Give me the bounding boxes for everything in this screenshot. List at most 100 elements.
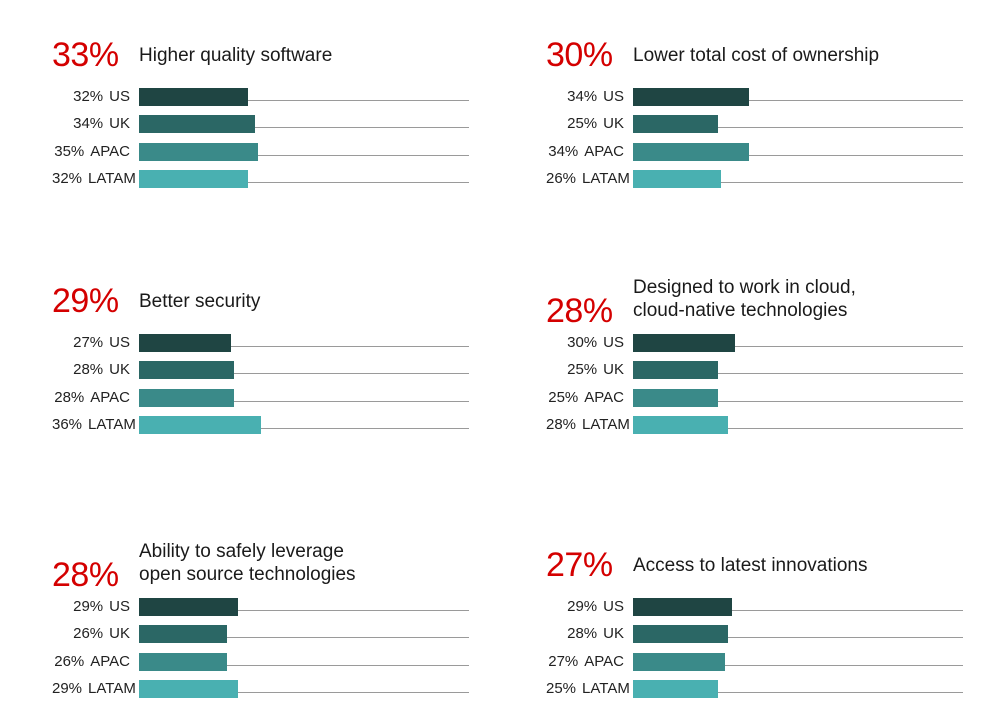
bar-latam xyxy=(139,169,248,188)
headline-percentage: 28% xyxy=(52,556,119,594)
bar-label: 25% LATAM xyxy=(546,680,630,698)
category-label: APAC xyxy=(90,388,130,406)
chart-title: Lower total cost of ownership xyxy=(633,45,880,66)
bar-baseline xyxy=(633,610,963,611)
headline-percentage: 33% xyxy=(52,36,119,74)
bar-label: 34% US xyxy=(546,88,624,106)
bar-label: 29% LATAM xyxy=(52,680,136,698)
bar-row-uk: 34% UK xyxy=(52,115,472,134)
bar-baseline xyxy=(139,427,469,429)
category-label: US xyxy=(603,88,624,105)
data-label: 34% xyxy=(548,142,579,160)
category-label: UK xyxy=(603,361,624,379)
bar-label: 28% LATAM xyxy=(546,415,630,434)
bar-row-us: 27% US xyxy=(52,334,472,352)
bar-row-us: 29% US xyxy=(52,598,472,616)
data-label: 29% xyxy=(73,598,104,615)
bar-us xyxy=(139,598,238,616)
bar-label: 36% LATAM xyxy=(52,415,136,434)
bar-row-latam: 32% LATAM xyxy=(52,169,472,188)
bar-latam xyxy=(633,169,722,188)
bar-latam xyxy=(633,679,718,698)
bar-baseline xyxy=(633,691,963,693)
chart-panel-4: 28% Designed to work in cloud, cloud-nativ… xyxy=(546,277,966,462)
bar-baseline xyxy=(139,637,469,639)
bar-baseline xyxy=(139,373,469,375)
category-label: LATAM xyxy=(88,679,136,697)
data-label: 34% xyxy=(567,88,598,105)
data-label: 25% xyxy=(548,388,579,406)
data-label: 28% xyxy=(73,361,104,379)
bar-row-apac: 28% APAC xyxy=(52,388,472,407)
bar-label: 32% US xyxy=(52,88,130,106)
data-label: 28% xyxy=(546,415,577,433)
bar-row-latam: 28% LATAM xyxy=(546,415,966,434)
bar-baseline xyxy=(139,154,469,156)
bar-baseline xyxy=(633,127,963,129)
bar-label: 29% US xyxy=(52,598,130,616)
bar-row-apac: 26% APAC xyxy=(52,652,472,671)
bar-row-latam: 29% LATAM xyxy=(52,679,472,698)
bar-label: 25% APAC xyxy=(546,389,624,407)
bar-baseline xyxy=(139,400,469,402)
chart-panel-1: 33% Higher quality software 32% US 34% UK 35% A… xyxy=(52,36,472,216)
bar-row-apac: 27% APAC xyxy=(546,652,966,671)
bar-row-us: 32% US xyxy=(52,88,472,106)
chart-panel-6: 27% Access to latest innovations 29% US 28% U… xyxy=(546,546,966,726)
category-label: US xyxy=(109,598,130,615)
category-label: APAC xyxy=(90,652,130,670)
bar-us xyxy=(139,88,248,106)
bar-row-uk: 28% UK xyxy=(546,625,966,644)
bar-apac xyxy=(139,652,228,671)
bar-label: 30% US xyxy=(546,334,624,352)
chart-panel-3: 29% Better security 27% US 28% UK 28% APAC 36% LA… xyxy=(52,282,472,462)
data-label: 26% xyxy=(73,625,104,643)
bar-label: 25% UK xyxy=(546,115,624,133)
bar-baseline xyxy=(139,610,469,611)
bar-baseline xyxy=(139,664,469,666)
bar-label: 28% APAC xyxy=(52,389,130,407)
bar-label: 29% US xyxy=(546,598,624,616)
bar-apac xyxy=(633,388,718,407)
category-label: UK xyxy=(603,625,624,643)
bar-baseline xyxy=(633,100,963,101)
category-label: UK xyxy=(109,115,130,133)
category-label: US xyxy=(109,334,130,351)
bar-baseline xyxy=(633,427,963,429)
data-label: 25% xyxy=(567,361,598,379)
bar-uk xyxy=(633,625,729,644)
bar-label: 28% UK xyxy=(52,361,130,379)
headline-percentage: 28% xyxy=(546,292,613,330)
category-label: US xyxy=(603,598,624,615)
bar-row-uk: 26% UK xyxy=(52,625,472,644)
data-label: 27% xyxy=(73,334,104,351)
category-label: LATAM xyxy=(582,679,630,697)
bar-label: 32% LATAM xyxy=(52,170,136,188)
data-label: 25% xyxy=(567,115,598,133)
data-label: 36% xyxy=(52,415,83,433)
chart-title: Access to latest innovations xyxy=(633,555,868,576)
bar-apac xyxy=(139,142,258,161)
bar-label: 26% LATAM xyxy=(546,170,630,188)
category-label: LATAM xyxy=(88,169,136,187)
bar-baseline xyxy=(633,400,963,402)
bar-baseline xyxy=(139,691,469,693)
bar-row-uk: 25% UK xyxy=(546,115,966,134)
bar-row-uk: 25% UK xyxy=(546,361,966,380)
bar-latam xyxy=(139,415,262,434)
chart-title: Designed to work in cloud, cloud-native t… xyxy=(633,277,856,321)
data-label: 30% xyxy=(567,334,598,351)
data-label: 28% xyxy=(54,388,85,406)
data-label: 29% xyxy=(567,598,598,615)
bar-baseline xyxy=(633,154,963,156)
bar-baseline xyxy=(139,127,469,129)
bar-row-uk: 28% UK xyxy=(52,361,472,380)
bar-label: 28% UK xyxy=(546,625,624,643)
bar-baseline xyxy=(633,373,963,375)
bar-row-latam: 25% LATAM xyxy=(546,679,966,698)
data-label: 27% xyxy=(548,652,579,670)
bar-baseline xyxy=(139,100,469,101)
headline-percentage: 30% xyxy=(546,36,613,74)
chart-title: Better security xyxy=(139,291,261,312)
bar-row-latam: 36% LATAM xyxy=(52,415,472,434)
